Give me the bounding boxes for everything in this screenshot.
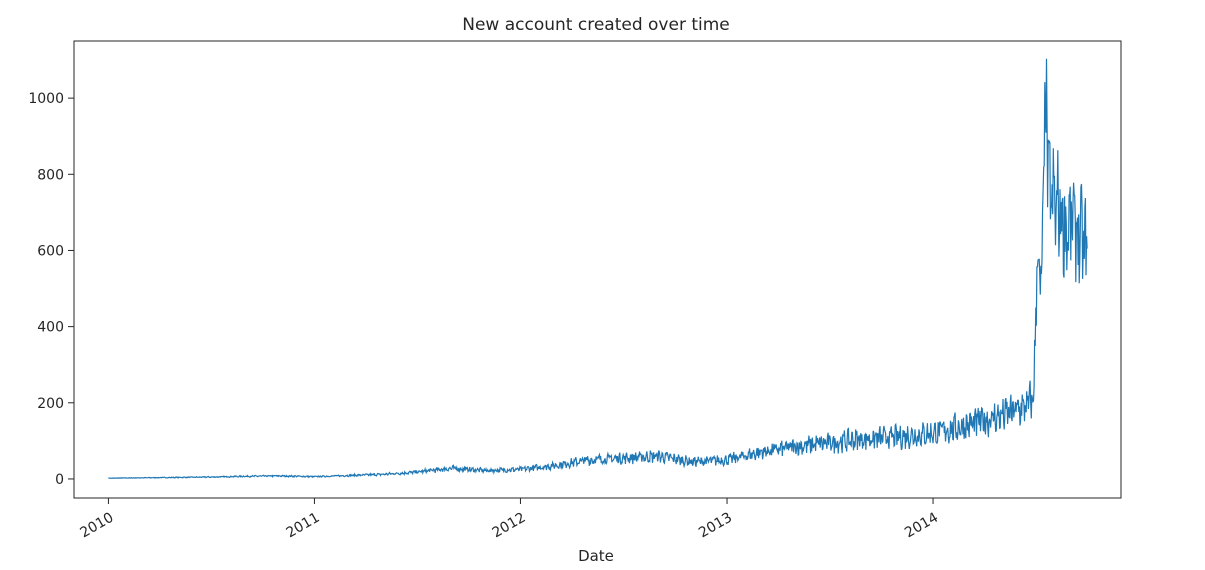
x-tick-label: 2010	[78, 510, 117, 542]
x-tick-label: 2011	[284, 510, 323, 542]
x-tick-label: 2013	[696, 510, 735, 542]
y-tick-label: 200	[37, 396, 64, 412]
y-tick-label: 400	[37, 320, 64, 336]
plot-frame	[73, 40, 1122, 499]
y-tick-label: 1000	[28, 91, 64, 107]
x-tick-label: 2014	[902, 510, 941, 542]
x-axis: 2010 2011 2012 2013 2014	[78, 498, 941, 542]
chart-title: New account created over time	[462, 15, 730, 35]
series-line	[108, 58, 1088, 479]
y-tick-label: 0	[55, 472, 64, 488]
x-axis-label: Date	[578, 547, 614, 565]
y-tick-label: 600	[37, 243, 64, 259]
x-tick-label: 2012	[490, 510, 529, 542]
y-tick-label: 800	[37, 167, 64, 183]
y-axis: 0 200 400 600 800 1000	[28, 91, 74, 488]
